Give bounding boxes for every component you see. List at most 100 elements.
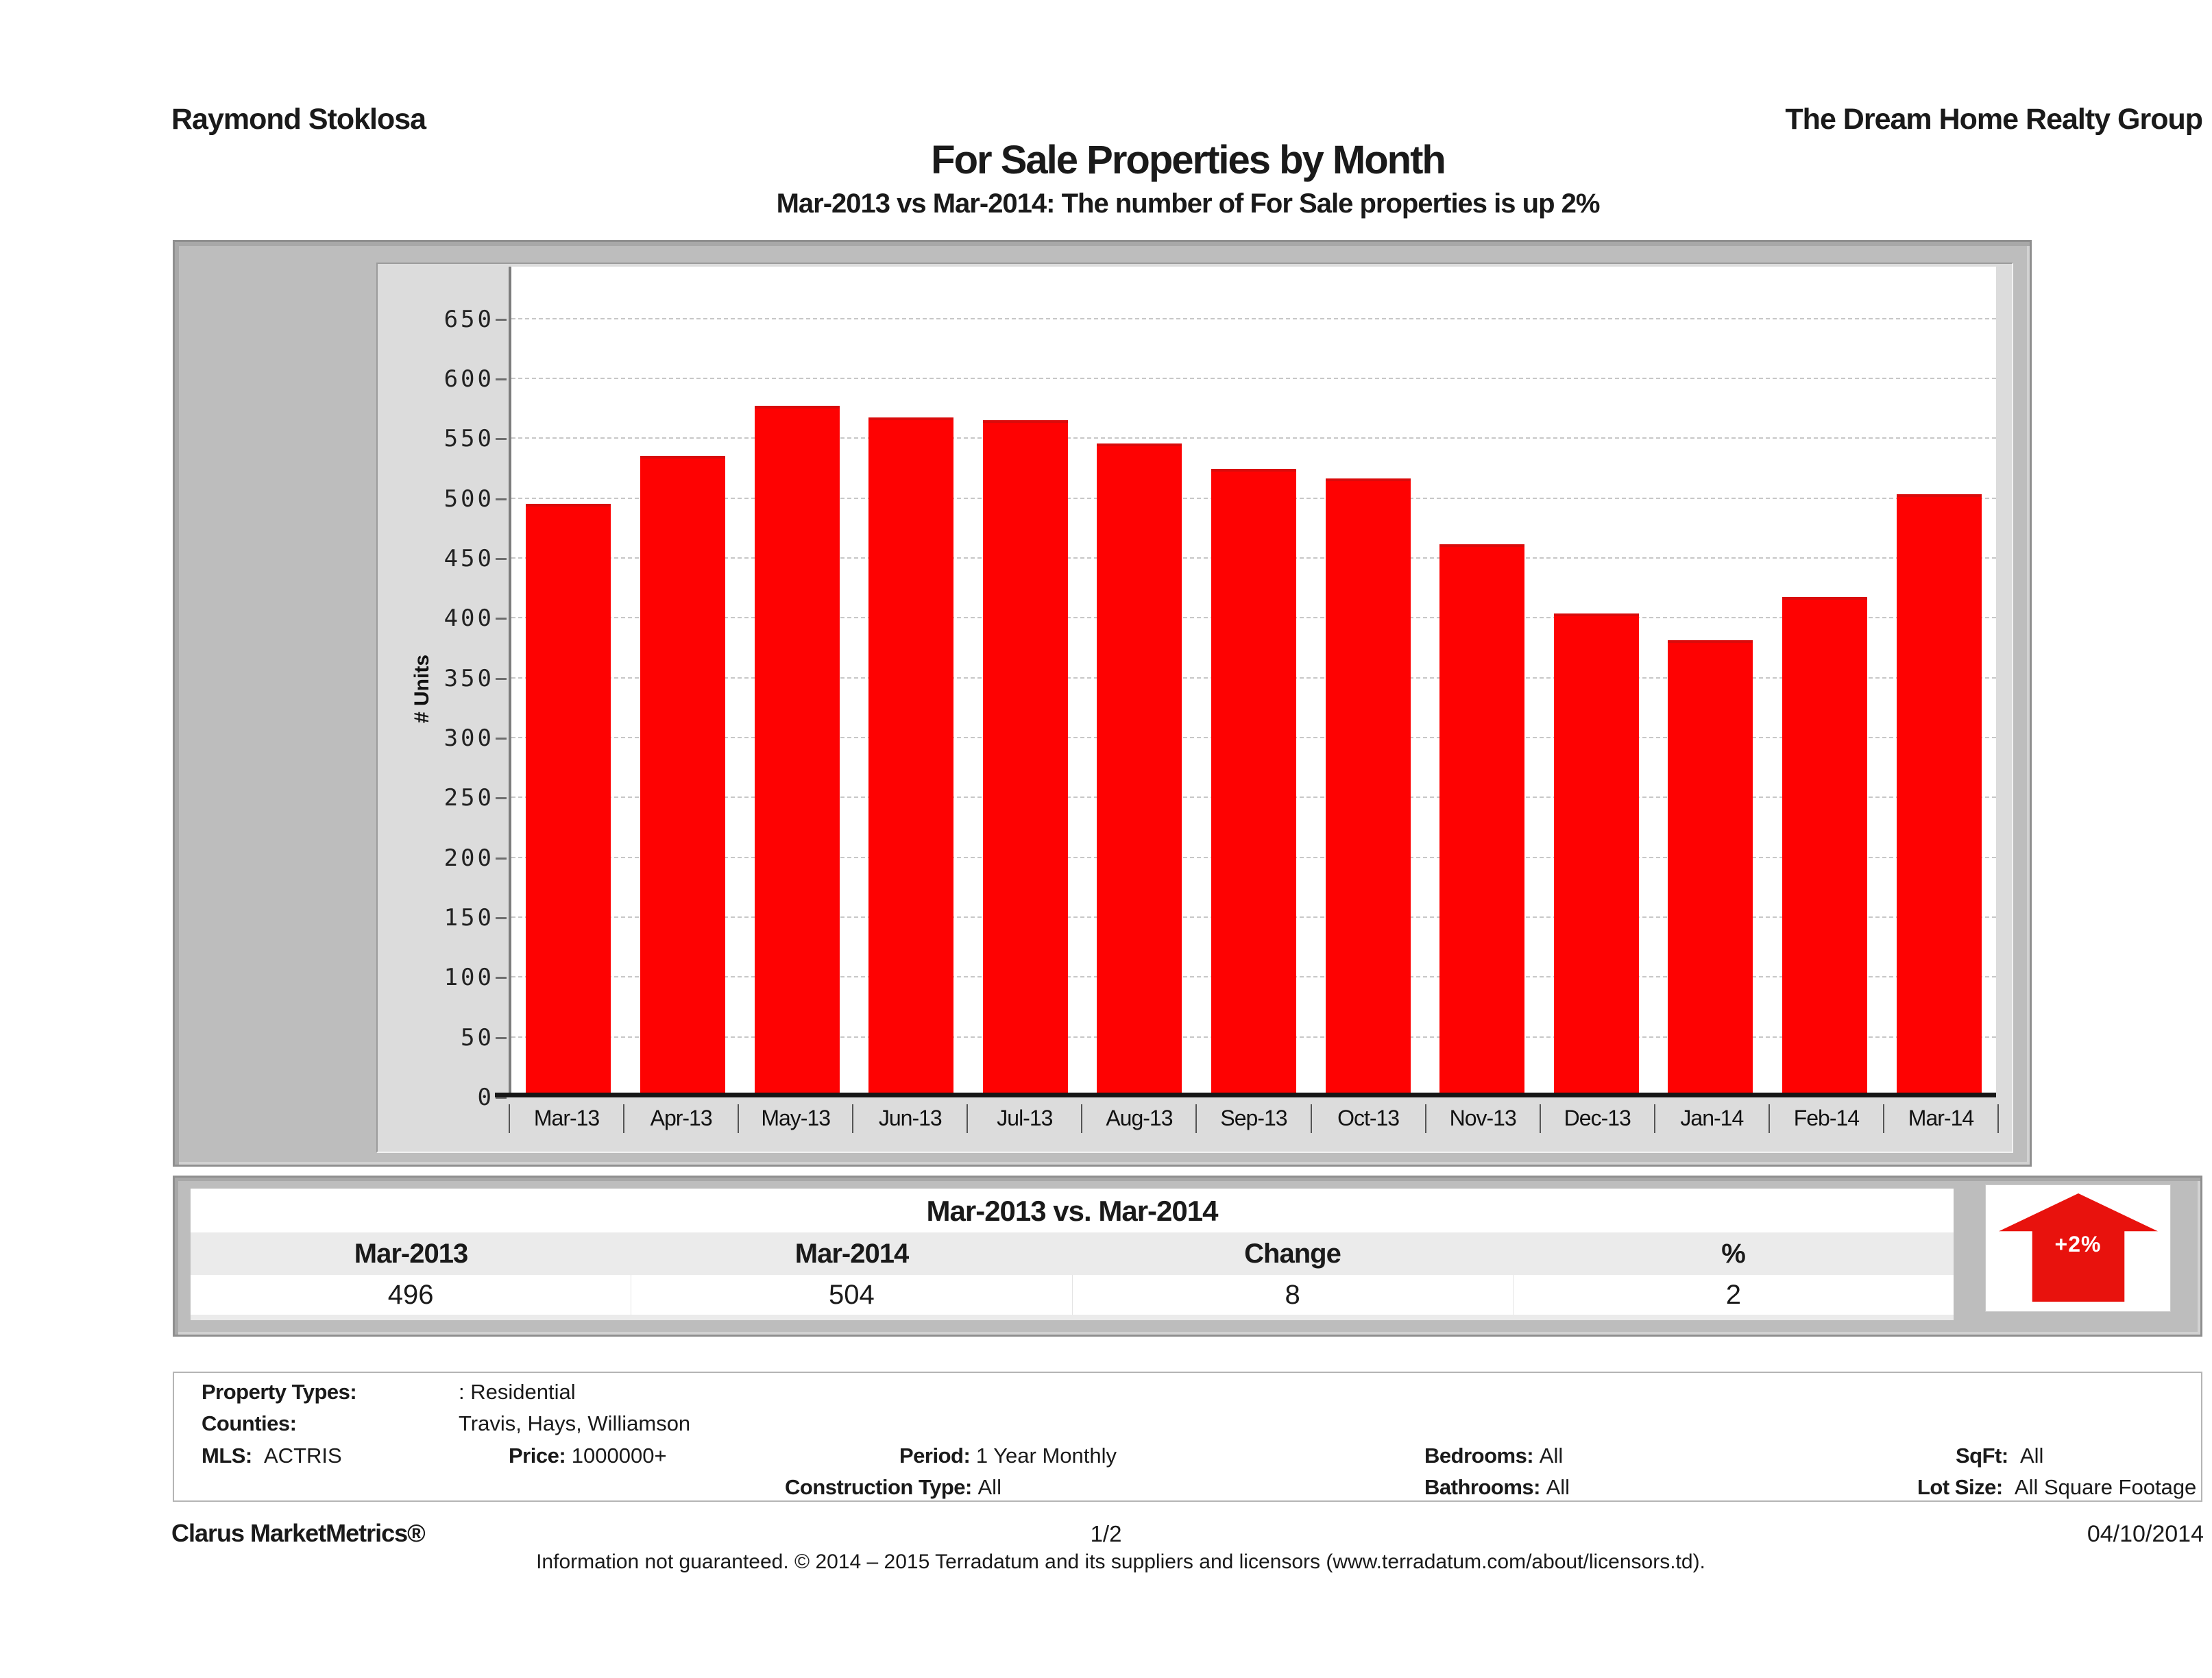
x-tick-label: Mar-14: [1882, 1104, 2000, 1133]
gridline: [511, 317, 1996, 319]
filter-construction-type: Construction Type: All: [785, 1474, 1001, 1501]
y-tick-label: 200: [443, 844, 494, 872]
filter-period: Period: 1 Year Monthly: [899, 1442, 1117, 1470]
filter-counties: Counties:: [202, 1410, 297, 1437]
bar-Jun-13: [868, 417, 954, 1097]
x-tick-label: Apr-13: [623, 1104, 738, 1133]
y-tick-mark: [496, 318, 507, 321]
x-tick-label: Jul-13: [967, 1104, 1081, 1133]
comparison-table: Mar-2013 vs. Mar-2014 Mar-2013 Mar-2014 Ch…: [191, 1189, 1954, 1320]
y-tick-label: 300: [443, 725, 494, 753]
y-tick-label: 600: [443, 365, 494, 393]
filter-price: Price: 1000000+: [509, 1442, 667, 1470]
filter-value: 1000000+: [571, 1444, 667, 1468]
comparison-value: 496: [387, 1280, 434, 1310]
y-tick-label: 0: [477, 1084, 494, 1111]
y-tick-mark: [496, 857, 507, 860]
trend-badge-panel: +2%: [1985, 1184, 2171, 1312]
filter-counties-value: Travis, Hays, Williamson: [459, 1410, 690, 1437]
bar-Feb-14: [1782, 597, 1867, 1097]
agent-name: Raymond Stoklosa: [171, 103, 426, 136]
comparison-title: Mar-2013 vs. Mar-2014: [191, 1189, 1954, 1232]
filter-label: MLS:: [202, 1444, 252, 1468]
filter-lot-size: Lot Size: All Square Footage: [1917, 1474, 2196, 1501]
y-tick-mark: [496, 677, 507, 680]
chart-container: # Units 0 50 100 150 200 250 300 350 400 450 500 55…: [173, 240, 2032, 1167]
filter-label: Property Types:: [202, 1380, 357, 1404]
trend-badge: +2%: [2054, 1232, 2102, 1256]
filter-mls: MLS: ACTRIS: [202, 1442, 342, 1470]
x-tick-label: Jan-14: [1653, 1104, 1769, 1133]
bar-Mar-14: [1896, 494, 1982, 1097]
y-tick-label: 500: [443, 485, 494, 513]
bar-Apr-13: [640, 456, 725, 1097]
x-tick-label: Jun-13: [852, 1104, 967, 1133]
comparison-header-row: Mar-2013 Mar-2014 Change%: [191, 1232, 1954, 1275]
y-tick-mark: [496, 797, 507, 800]
x-tick-label: Oct-13: [1310, 1104, 1425, 1133]
x-tick-label: Aug-13: [1081, 1104, 1195, 1133]
filter-property-types: Property Types:: [202, 1378, 357, 1406]
comparison-footer-strip: [191, 1315, 1954, 1320]
x-tick-label: Mar-13: [509, 1104, 623, 1133]
y-tick-mark: [496, 498, 507, 500]
y-tick-label: 50: [461, 1023, 494, 1051]
y-tick-mark: [496, 917, 507, 920]
comparison-value: 8: [1071, 1275, 1513, 1315]
filters-panel: Property Types: : Residential Counties: …: [173, 1372, 2202, 1502]
y-tick-label: 100: [443, 964, 494, 992]
comparison-value: 2: [1512, 1275, 1954, 1315]
filter-value: 1 Year Monthly: [975, 1444, 1117, 1468]
page-number: 1/2: [1090, 1521, 1122, 1546]
comparison-column-header: Mar-2013: [354, 1239, 468, 1269]
y-tick-mark: [496, 438, 507, 441]
y-tick-label: 250: [443, 784, 494, 812]
comparison-column-header: %: [1721, 1239, 1746, 1269]
filter-label: Lot Size:: [1917, 1475, 2003, 1499]
filter-bedrooms: Bedrooms: All: [1424, 1442, 1563, 1470]
filter-bathrooms: Bathrooms: All: [1424, 1474, 1570, 1501]
filter-label: Price:: [509, 1444, 566, 1468]
bar-Aug-13: [1097, 443, 1182, 1097]
bar-Nov-13: [1439, 544, 1525, 1097]
company-name: The Dream Home Realty Group: [1785, 103, 2203, 136]
filter-value: Travis, Hays, Williamson: [459, 1411, 691, 1435]
y-tick-label: 150: [443, 904, 494, 932]
filter-value: : Residential: [459, 1380, 576, 1404]
y-tick-mark: [496, 977, 507, 980]
filter-sqft: SqFt: All: [1956, 1442, 2043, 1470]
filter-label: SqFt:: [1956, 1444, 2008, 1468]
x-tick-label: Dec-13: [1539, 1104, 1654, 1133]
filter-label: Bedrooms:: [1424, 1444, 1534, 1468]
filter-value: All Square Footage: [2014, 1475, 2197, 1499]
filter-label: Period:: [899, 1444, 971, 1468]
comparison-value: 504: [631, 1275, 1071, 1315]
y-tick-mark: [496, 558, 507, 561]
gridline: [511, 378, 1996, 380]
bar-Jan-14: [1668, 640, 1753, 1097]
filter-property-types-value: : Residential: [459, 1378, 576, 1406]
comparison-section: Mar-2013 vs. Mar-2014 Mar-2013 Mar-2014 Ch…: [173, 1176, 2202, 1337]
comparison-column-header: Change: [1244, 1239, 1341, 1269]
x-tick-label: Feb-14: [1768, 1104, 1883, 1133]
x-tick-label: Nov-13: [1424, 1104, 1540, 1133]
filter-value: All: [977, 1475, 1001, 1499]
page-subtitle: Mar-2013 vs Mar-2014: The number of For …: [776, 189, 1601, 219]
chart-panel: # Units 0 50 100 150 200 250 300 350 400 450 500 55…: [376, 263, 2013, 1153]
report-date: 04/10/2014: [2087, 1521, 2204, 1547]
disclaimer: Information not guaranteed. © 2014 – 201…: [536, 1551, 1705, 1573]
filter-label: Bathrooms:: [1424, 1475, 1540, 1499]
filter-label: Construction Type:: [785, 1475, 972, 1499]
plot-area: [495, 267, 1996, 1097]
y-tick-label: 550: [443, 425, 494, 453]
filter-label: Counties:: [202, 1411, 297, 1435]
y-tick-label: 400: [443, 605, 494, 633]
bar-May-13: [754, 406, 840, 1097]
y-tick-mark: [496, 1036, 507, 1039]
x-axis-labels: Mar-13 Apr-13 May-13 Jun-13 Jul-13 Aug-13 Sep-…: [509, 1104, 2000, 1143]
y-tick-mark: [496, 378, 507, 381]
y-tick-mark: [496, 738, 507, 740]
filter-value: ACTRIS: [264, 1444, 342, 1468]
bar-Dec-13: [1553, 613, 1639, 1097]
